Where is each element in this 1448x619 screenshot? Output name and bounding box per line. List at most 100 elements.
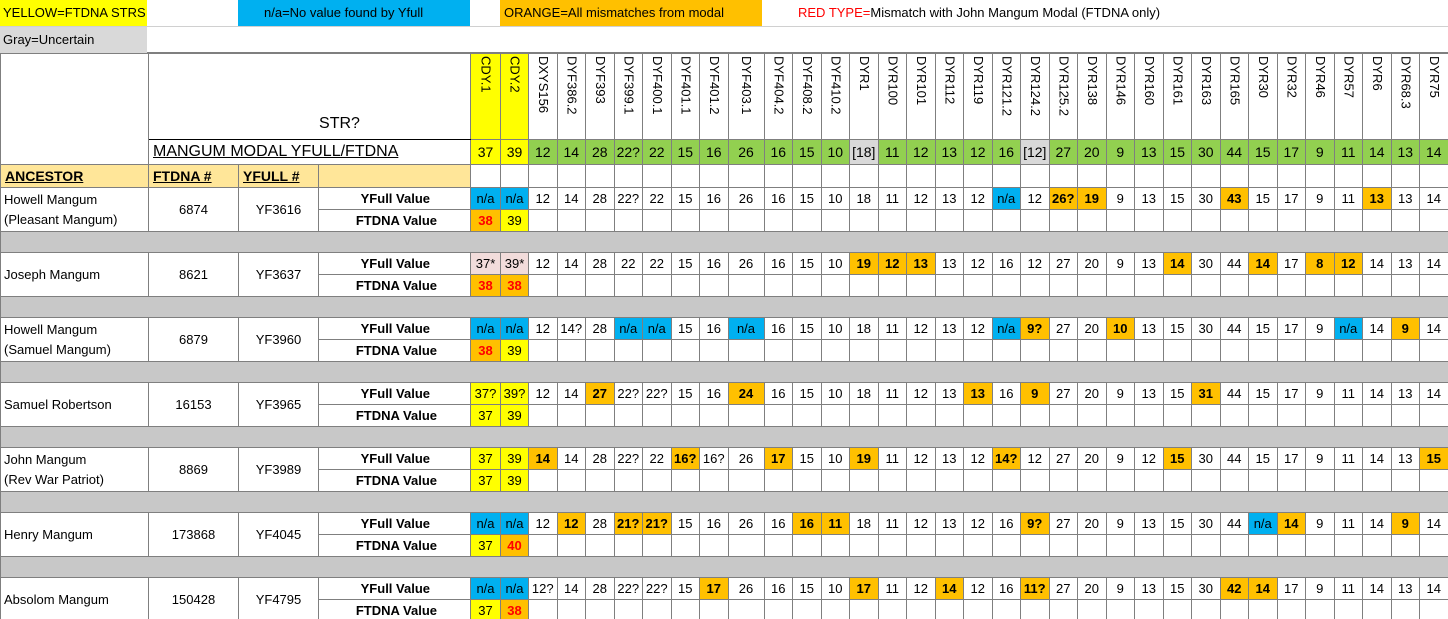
yfull-value: 16 <box>699 252 729 275</box>
blank-cell <box>1362 404 1392 427</box>
yfull-value: 9? <box>1020 317 1050 340</box>
yfull-value: 17 <box>1276 187 1306 210</box>
modal-value: 27 <box>1048 139 1078 165</box>
yfull-value: 15 <box>792 187 822 210</box>
corner-cell <box>0 53 149 165</box>
yfull-value: 44 <box>1219 252 1249 275</box>
yfull-value: 11 <box>877 447 907 470</box>
yfull-value: 15 <box>670 577 700 600</box>
yfull-value: 16 <box>699 317 729 340</box>
blank-cell <box>763 209 793 232</box>
yfull-value: 16 <box>763 577 793 600</box>
yfull-value: 14 <box>1362 577 1392 600</box>
blank-cell <box>642 339 672 362</box>
yfull-value: 14 <box>1419 252 1448 275</box>
yfull-value: 15 <box>792 252 822 275</box>
blank-cell <box>1105 209 1135 232</box>
yfull-value: 13 <box>1134 382 1164 405</box>
blank-cell <box>934 209 964 232</box>
row-label: YFull Value <box>318 187 471 210</box>
marker-name: DYR30 <box>1255 56 1271 98</box>
blank-cell <box>906 534 936 557</box>
yfull-value: 12 <box>906 382 936 405</box>
yfull-value: 27 <box>1048 447 1078 470</box>
blank-cell <box>528 404 558 427</box>
modal-value: 15 <box>1248 139 1278 165</box>
header-row: STR? CDY.1 CDY.2 DXYS156 DYF386.2 DYF393 DYF39… <box>0 53 1448 165</box>
column-header-blank <box>318 164 471 188</box>
blank-cell <box>1020 534 1050 557</box>
marker-header: CDY.2 <box>500 53 529 140</box>
yfull-value: 15 <box>1162 577 1192 600</box>
modal-value: 16 <box>699 139 729 165</box>
blank-cell <box>763 339 793 362</box>
yfull-value: 12 <box>906 512 936 535</box>
yfull-value: 13 <box>963 382 993 405</box>
marker-name: DYF401.2 <box>706 56 722 115</box>
blank-cell <box>528 599 558 619</box>
marker-header: DYF400.1 <box>642 53 672 140</box>
separator-row <box>0 296 1448 318</box>
yfull-value: 26 <box>727 187 765 210</box>
modal-value: 13 <box>1134 139 1164 165</box>
ftdna-row: FTDNA Value 37 39 <box>1 469 1448 492</box>
blank-cell <box>877 164 907 188</box>
separator <box>0 231 1448 253</box>
blank-cell <box>699 274 729 297</box>
yfull-value: 44 <box>1219 447 1249 470</box>
yfull-value: 11 <box>1333 512 1363 535</box>
yfull-value: 18 <box>849 512 879 535</box>
yfull-value: 28 <box>585 187 615 210</box>
yfull-value: 11? <box>1020 577 1050 600</box>
marker-name: DYR138 <box>1084 56 1100 106</box>
yfull-value: 12 <box>963 512 993 535</box>
blank-cell <box>877 339 907 362</box>
blank-cell <box>1077 274 1107 297</box>
blank-cell <box>1333 404 1363 427</box>
yfull-value: 10 <box>820 317 850 340</box>
yfull-value: n/a <box>500 512 529 535</box>
ancestor-name-text: Absolom Mangum <box>4 591 109 607</box>
yfull-value: 18 <box>849 382 879 405</box>
blank-cell <box>849 599 879 619</box>
marker-header: DYR138 <box>1077 53 1107 140</box>
marker-name: CDY.1 <box>478 56 494 93</box>
blank-cell <box>699 209 729 232</box>
blank-cell <box>1248 164 1278 188</box>
yfull-value: 10 <box>820 187 850 210</box>
yfull-value: 20 <box>1077 577 1107 600</box>
yfull-value: 13 <box>1134 187 1164 210</box>
yfull-value: 16 <box>991 382 1021 405</box>
blank-cell <box>991 164 1021 188</box>
ancestor-name-text: Samuel Robertson <box>4 396 112 412</box>
blank-cell <box>585 164 615 188</box>
yfull-value: 15 <box>670 187 700 210</box>
marker-name: DYF401.1 <box>678 56 694 115</box>
row-label: FTDNA Value <box>318 339 471 362</box>
yfull-value: 9 <box>1390 512 1420 535</box>
ftdna-value: 39 <box>500 404 529 427</box>
blank-cell <box>934 339 964 362</box>
blank-cell <box>1134 209 1164 232</box>
blank-cell <box>699 469 729 492</box>
blank-cell <box>820 469 850 492</box>
yfull-value: 12 <box>1020 252 1050 275</box>
yfull-value: 18 <box>849 317 879 340</box>
yfull-value: 10 <box>820 447 850 470</box>
yfull-value: 14 <box>1162 252 1192 275</box>
yfull-value: 14 <box>1362 317 1392 340</box>
modal-value: 14 <box>1419 139 1448 165</box>
blank-cell <box>670 209 700 232</box>
ftdna-value: 38 <box>500 599 529 619</box>
blank-cell <box>963 404 993 427</box>
marker-header: DYF401.1 <box>670 53 700 140</box>
yfull-value: 13 <box>934 317 964 340</box>
marker-header: DYR1 <box>849 53 879 140</box>
blank-cell <box>906 164 936 188</box>
blank-cell <box>613 469 643 492</box>
marker-name: DYR125.2 <box>1056 56 1072 116</box>
blank-cell <box>1048 274 1078 297</box>
yfull-value: 11 <box>877 187 907 210</box>
yfull-value: 12 <box>556 512 586 535</box>
yfull-value: n/a <box>642 317 672 340</box>
